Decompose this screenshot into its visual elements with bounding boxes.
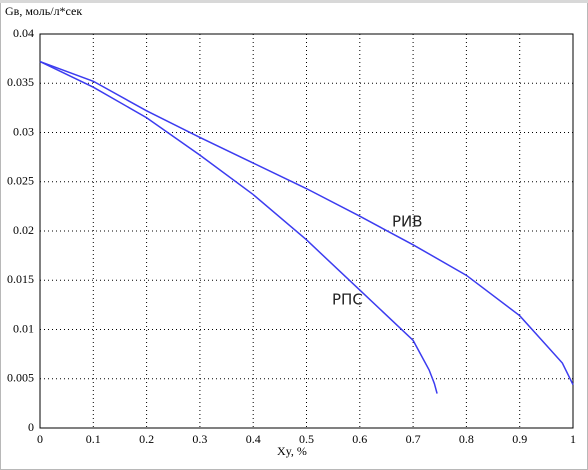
x-tick-label: 0.3	[192, 432, 207, 446]
y-tick-label: 0.02	[13, 223, 34, 237]
x-tick-label: 0.7	[406, 432, 421, 446]
y-tick-label: 0.015	[7, 272, 34, 286]
curve-label: РИВ	[392, 213, 423, 231]
curve-label: РПС	[332, 291, 363, 309]
y-axis-label: Gв, моль/л*сек	[5, 4, 82, 18]
x-tick-label: 0.5	[299, 432, 314, 446]
y-tick-label: 0.025	[7, 174, 34, 188]
x-tick-label: 0.6	[352, 432, 367, 446]
y-tick-label: 0.04	[13, 26, 34, 40]
line-series	[39, 60, 438, 394]
x-tick-label: 0.2	[139, 432, 154, 446]
line-series	[39, 60, 574, 385]
y-tick-label: 0	[28, 420, 34, 434]
y-tick-label: 0.01	[13, 321, 34, 335]
x-tick-label: 0.1	[86, 432, 101, 446]
x-tick-label: 0.4	[246, 432, 261, 446]
plot-frame	[39, 33, 574, 429]
y-tick-label: 0.03	[13, 124, 34, 138]
x-tick-label: 0	[37, 432, 43, 446]
y-tick-label: 0.005	[7, 371, 34, 385]
x-tick-label: 0.8	[459, 432, 474, 446]
y-tick-label: 0.035	[7, 75, 34, 89]
window-top-strip	[0, 0, 588, 3]
x-tick-label: 1	[570, 432, 576, 446]
x-axis-label: Xy, %	[277, 444, 307, 458]
x-tick-label: 0.9	[512, 432, 527, 446]
